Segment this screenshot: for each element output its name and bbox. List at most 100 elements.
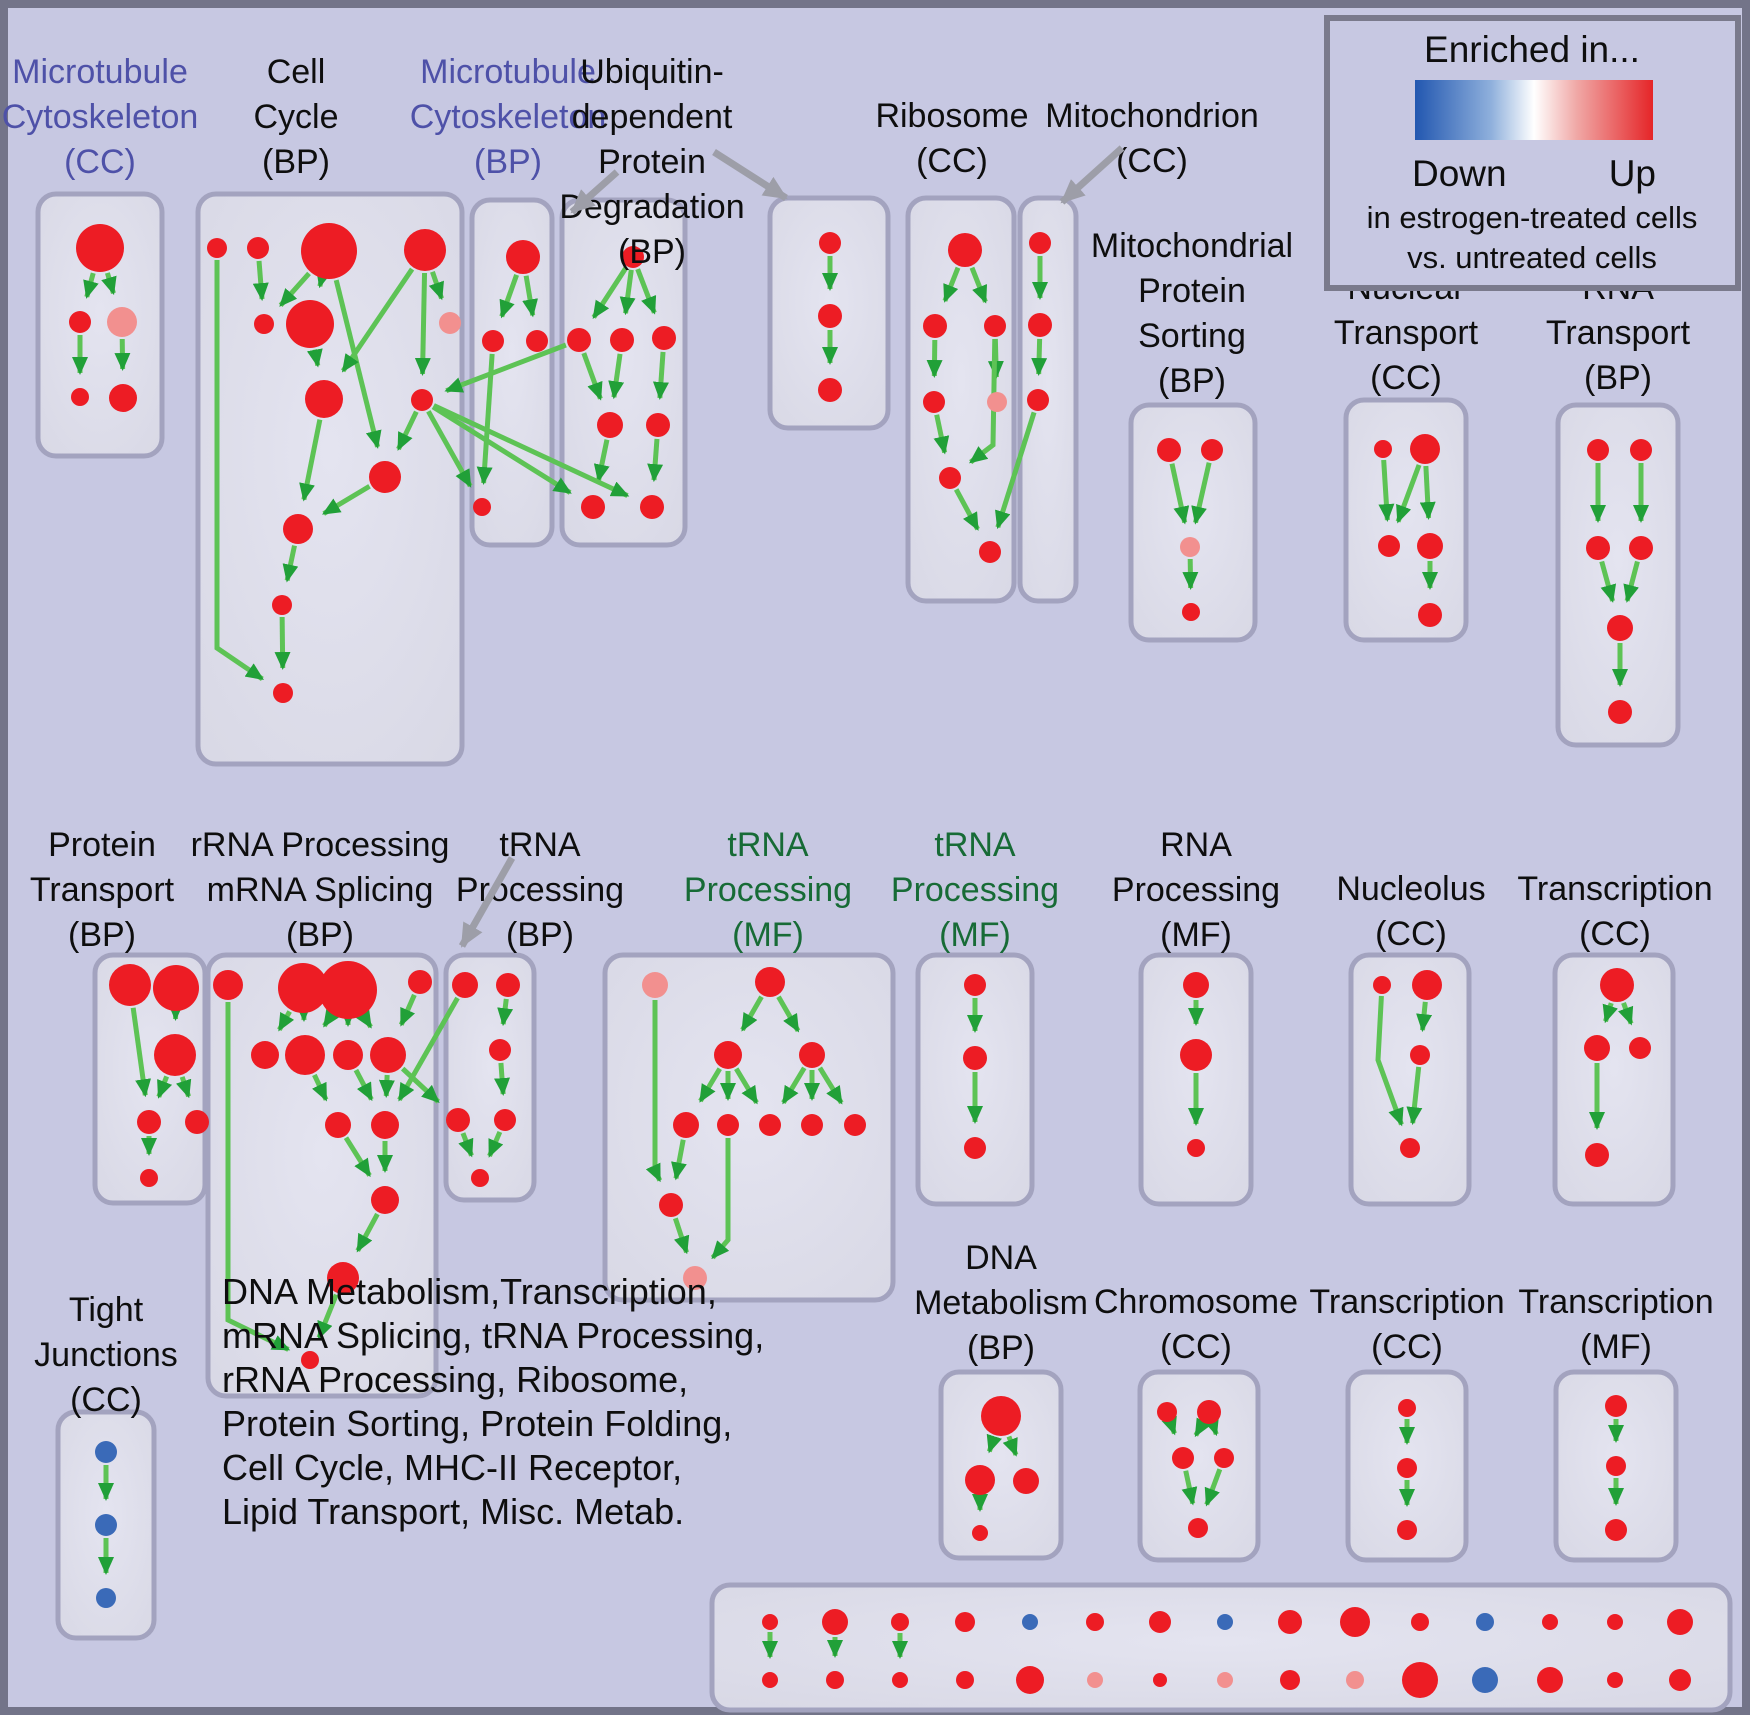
go-term-node-rnat-tl: [1587, 439, 1609, 461]
edge-trna_mf1.r2a-to-trna_mf1.r3c: [734, 1067, 759, 1105]
edge-ubiq1.t-to-ubiq1.c: [635, 268, 657, 315]
go-term-node-ribosome-r1: [984, 315, 1006, 337]
group-label-rnat-line-2: Transport: [1546, 314, 1691, 352]
edge-mps.tr-to-mps.p: [1191, 462, 1212, 525]
legend-title: Enriched in...: [1424, 29, 1640, 70]
go-term-node-nucleolus-m: [1410, 1045, 1430, 1065]
go-term-node-rnat-b: [1608, 700, 1632, 724]
go-term-node-summary-t3: [891, 1613, 909, 1631]
footnote-line-5: Cell Cycle, MHC-II Receptor,: [222, 1447, 682, 1488]
group-label-ubiq1-line-1: Ubiquitin-: [580, 53, 724, 91]
go-term-node-summary-t10: [1340, 1607, 1370, 1637]
edge-cell_cycle.n9-to-ubiq1.g: [432, 403, 630, 498]
go-term-node-trna_bp-m: [489, 1039, 511, 1061]
go-term-node-summary-t5: [1022, 1614, 1038, 1630]
go-term-node-trans_mf-b: [1606, 1456, 1626, 1476]
group-label-rrna-line-1: rRNA Processing: [191, 826, 450, 864]
go-term-node-summary-b3: [892, 1672, 908, 1688]
footnote-line-6: Lipid Transport, Misc. Metab.: [222, 1491, 684, 1532]
go-term-node-mt_bp-b: [473, 498, 491, 516]
edge-pt.m-to-pt.s2: [175, 1076, 192, 1099]
go-term-node-summary-t11: [1411, 1613, 1429, 1631]
group-label-rna_proc-line-1: RNA: [1160, 826, 1232, 864]
go-term-node-tight_j-c: [96, 1588, 116, 1608]
edge-trna_mf1.r3b-to-trna_mf1.pb: [710, 1138, 731, 1260]
group-label-trans_mf-line-2: (MF): [1580, 1328, 1652, 1366]
edge-rrna.K-to-rrna.L: [355, 1212, 380, 1253]
edge-rnat.mr-to-rnat.c: [1623, 560, 1640, 603]
edge-mt_bp.t-to-mt_bp.l: [499, 274, 519, 319]
edge-ubiq1.t-to-ubiq1.a: [591, 266, 629, 320]
go-term-node-ubiq2-u1: [819, 232, 841, 254]
go-term-node-summary-b5: [1016, 1666, 1044, 1694]
group-label-trna_mf2-line-1: tRNA: [934, 826, 1016, 864]
group-label-dna_met-line-3: (BP): [967, 1329, 1035, 1367]
group-box-summary: [709, 1582, 1733, 1713]
go-term-node-summary-b15: [1669, 1669, 1691, 1691]
go-term-node-summary-b13: [1537, 1667, 1563, 1693]
edge-cell_cycle.n4-to-cell_cycle.n7: [428, 270, 444, 301]
nodes-layer: [69, 223, 1693, 1698]
go-term-node-pt-t2: [153, 965, 199, 1011]
group-label-trna_mf1-line-3: (MF): [732, 916, 804, 954]
group-label-cell_cycle-line-2: Cycle: [253, 98, 338, 136]
label-pointer-arrow-1: [569, 169, 620, 215]
go-term-node-rrna-F: [285, 1035, 325, 1075]
edge-rrna.C-to-rrna.F: [322, 1008, 340, 1028]
group-box-nt: [1343, 397, 1469, 643]
edge-trna_bp.c2-to-trna_bp.b: [487, 1130, 504, 1158]
edge-rrna.G-to-rrna.J: [353, 1068, 374, 1102]
go-term-node-summary-b7: [1153, 1673, 1167, 1687]
go-term-node-rrna-A: [213, 970, 243, 1000]
edge-nt.tr-to-nt.ml: [1395, 464, 1422, 524]
edge-ribosome.t-to-ribosome.r1: [969, 266, 988, 304]
group-label-mps-line-2: Protein: [1138, 272, 1246, 310]
go-term-node-trna_mf1-r3a: [673, 1112, 699, 1138]
group-box-ribosome: [905, 195, 1017, 604]
go-term-node-cell_cycle-n2: [247, 237, 269, 259]
group-label-mt_cc-line-3: (CC): [64, 143, 136, 181]
go-term-node-rna_proc-a: [1183, 972, 1209, 998]
edge-trna_bp.c1-to-trna_bp.b: [458, 1132, 474, 1158]
go-term-node-summary-t9: [1278, 1610, 1302, 1634]
edge-ubiq1.b-to-ubiq1.d: [608, 353, 625, 400]
go-term-node-trna_bp-c1: [446, 1108, 470, 1132]
go-term-node-rrna-J: [371, 1111, 399, 1139]
group-label-trans_cc3-line-1: Transcription: [1309, 1283, 1504, 1321]
go-term-node-dna_met-b: [972, 1525, 988, 1541]
go-term-node-rrna-G: [333, 1040, 363, 1070]
group-label-tight_j-line-2: Junctions: [34, 1336, 178, 1374]
go-term-node-summary-t13: [1542, 1614, 1558, 1630]
go-term-node-rrna-B: [278, 963, 328, 1013]
edge-nt.tr-to-nt.mr: [1419, 465, 1436, 521]
go-term-node-rrna-C: [319, 961, 377, 1019]
edge-trna_mf1.r2b-to-trna_mf1.r3c: [781, 1066, 807, 1105]
group-label-trans_mf-line-1: Transcription: [1518, 1283, 1713, 1321]
group-label-chromosome-line-2: (CC): [1160, 1328, 1232, 1366]
group-label-mito-line-1: Mitochondrion: [1045, 97, 1259, 135]
edge-rrna.D-to-rrna.H: [398, 993, 417, 1027]
edge-mt_cc.a-to-mt_cc.b: [83, 272, 99, 299]
edge-cell_cycle.n8-to-cell_cycle.n11: [299, 419, 323, 502]
edge-ubiq1.d-to-ubiq1.f: [593, 439, 610, 483]
go-term-node-trna_bp-b: [471, 1169, 489, 1187]
go-term-node-trans_mf-a: [1605, 1395, 1627, 1417]
edge-trna_bp.t2-to-trna_bp.m: [497, 998, 514, 1027]
edge-nucleolus.tl-to-nucleolus.b: [1375, 995, 1404, 1127]
group-label-trna_bp-line-1: tRNA: [499, 826, 581, 864]
go-term-node-mt_bp-l: [482, 330, 504, 352]
go-term-node-trans_cc3-c: [1397, 1520, 1417, 1540]
go-term-node-summary-t1: [762, 1614, 778, 1630]
edge-mito.m2-to-mito.m3: [1031, 338, 1048, 377]
go-term-node-cell_cycle-n1: [207, 238, 227, 258]
edge-cell_cycle.n9-to-mt_bp.b: [426, 410, 473, 488]
go-term-node-pt-m: [154, 1034, 196, 1076]
group-box-nucleolus: [1348, 952, 1472, 1207]
group-label-mito-line-2: (CC): [1116, 142, 1188, 180]
go-term-node-summary-b14: [1607, 1672, 1623, 1688]
go-term-node-summary-b6: [1087, 1672, 1103, 1688]
group-label-mt_bp-line-1: Microtubule: [420, 53, 596, 91]
edge-ribosome.t-to-ribosome.l1: [942, 266, 961, 303]
go-term-node-trans_cc3-a: [1398, 1399, 1416, 1417]
go-term-node-chromosome-tl: [1157, 1402, 1177, 1422]
